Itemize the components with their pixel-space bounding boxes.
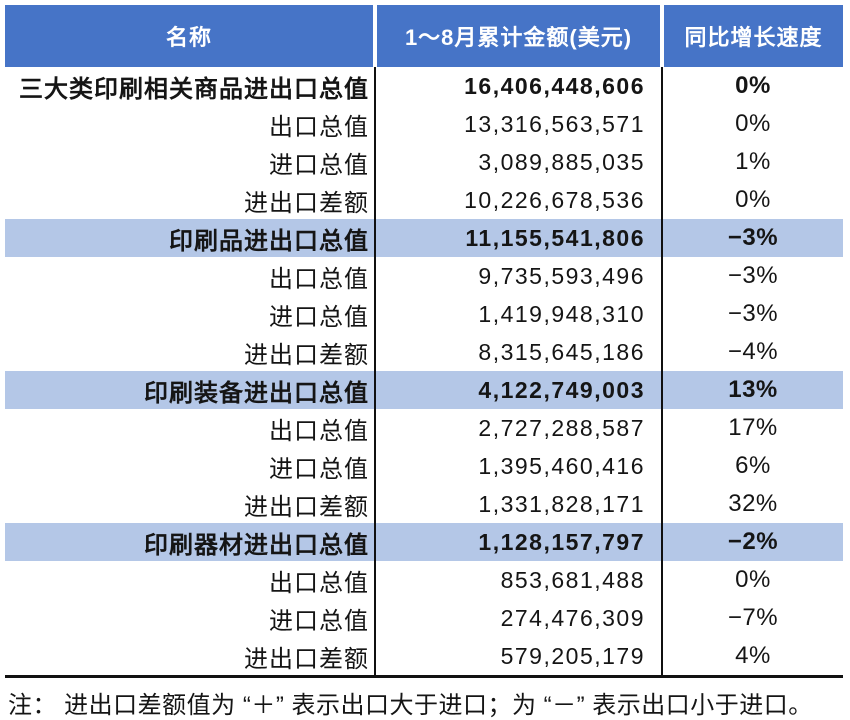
table-row: 出口总值 9,735,593,496 −3% xyxy=(5,257,843,295)
header-cell-amount: 1～8月累计金额(美元) xyxy=(373,5,662,67)
rate-cell: −4% xyxy=(727,338,779,365)
amount-cell: 11,155,541,806 xyxy=(374,219,663,257)
row-label-cell: 进出口差额 xyxy=(244,189,369,217)
table-row: 三大类印刷相关商品进出口总值 16,406,448,606 0% xyxy=(5,67,843,105)
rate-cell: 0% xyxy=(735,110,771,137)
rate-cell: 4% xyxy=(662,637,843,678)
rate-cell: 6% xyxy=(735,452,771,479)
table-row: 进出口差额 10,226,678,536 0% xyxy=(5,181,843,219)
rate-cell: −2% xyxy=(662,523,843,561)
rate-cell: 13% xyxy=(662,371,843,409)
table-row: 进口总值 1,419,948,310 −3% xyxy=(5,295,843,333)
table-body: 三大类印刷相关商品进出口总值 16,406,448,606 0% 出口总值 13,316… xyxy=(5,67,843,678)
amount-cell: 1,331,828,171 xyxy=(374,485,663,523)
table-row: 进口总值 1,395,460,416 6% xyxy=(5,447,843,485)
amount-cell: 1,395,460,416 xyxy=(374,447,663,485)
amount-cell: 274,476,309 xyxy=(374,599,663,637)
amount-cell: 3,089,885,035 xyxy=(374,143,663,181)
amount-cell: 2,727,288,587 xyxy=(374,409,663,447)
table-header: 名称 1～8月累计金额(美元) 同比增长速度 xyxy=(5,5,843,67)
table-row: 印刷装备进出口总值 4,122,749,003 13% xyxy=(5,371,843,409)
row-label-cell: 进口总值 xyxy=(269,607,369,635)
row-label-cell: 出口总值 xyxy=(269,417,369,445)
rate-cell: −3% xyxy=(662,219,843,257)
row-label-cell: 进出口差额 xyxy=(5,637,375,678)
table-row: 印刷器材进出口总值 1,128,157,797 −2% xyxy=(5,523,843,561)
rate-cell: −7% xyxy=(727,604,779,631)
amount-cell: 1,419,948,310 xyxy=(374,295,663,333)
amount-cell: 4,122,749,003 xyxy=(374,371,663,409)
rate-cell: 0% xyxy=(735,72,771,99)
row-label-cell: 出口总值 xyxy=(269,569,369,597)
table-row: 出口总值 2,727,288,587 17% xyxy=(5,409,843,447)
footnote: 注： 进出口差额值为 “＋” 表示出口大于进口；为 “－” 表示出口小于进口。 xyxy=(8,692,813,719)
row-label-cell: 进出口差额 xyxy=(244,341,369,369)
table-row: 进出口差额 1,331,828,171 32% xyxy=(5,485,843,523)
row-label-cell: 印刷装备进出口总值 xyxy=(5,371,375,409)
rate-cell: 0% xyxy=(735,186,771,213)
rate-cell: 32% xyxy=(728,490,778,517)
table-row: 进口总值 274,476,309 −7% xyxy=(5,599,843,637)
row-label-cell: 进口总值 xyxy=(269,303,369,331)
rate-cell: 17% xyxy=(728,414,778,441)
amount-cell: 8,315,645,186 xyxy=(374,333,663,371)
rate-cell: 0% xyxy=(735,566,771,593)
rate-cell: −3% xyxy=(727,300,779,327)
table-row: 进出口差额 8,315,645,186 −4% xyxy=(5,333,843,371)
amount-cell: 579,205,179 xyxy=(374,637,663,678)
row-label-cell: 出口总值 xyxy=(269,265,369,293)
header-cell-rate: 同比增长速度 xyxy=(660,5,843,67)
header-row: 名称 1～8月累计金额(美元) 同比增长速度 xyxy=(5,5,843,67)
amount-cell: 9,735,593,496 xyxy=(374,257,663,295)
amount-cell: 1,128,157,797 xyxy=(374,523,663,561)
header-cell-name: 名称 xyxy=(5,5,375,67)
row-label-cell: 印刷器材进出口总值 xyxy=(5,523,375,561)
row-label-cell: 进出口差额 xyxy=(244,493,369,521)
row-label-cell: 进口总值 xyxy=(269,151,369,179)
table-row: 出口总值 13,316,563,571 0% xyxy=(5,105,843,143)
trade-table: 名称 1～8月累计金额(美元) 同比增长速度 三大类印刷相关商品进出口总值 16,… xyxy=(5,5,843,678)
row-label-cell: 出口总值 xyxy=(269,113,369,141)
row-label-cell: 进口总值 xyxy=(269,455,369,483)
amount-cell: 853,681,488 xyxy=(374,561,663,599)
amount-cell: 10,226,678,536 xyxy=(374,181,663,219)
amount-cell: 13,316,563,571 xyxy=(374,105,663,143)
rate-cell: 1% xyxy=(735,148,771,175)
table-row: 印刷品进出口总值 11,155,541,806 −3% xyxy=(5,219,843,257)
rate-cell: −3% xyxy=(727,262,779,289)
row-label-cell: 印刷品进出口总值 xyxy=(5,219,375,257)
amount-cell: 16,406,448,606 xyxy=(374,67,663,105)
table-row: 出口总值 853,681,488 0% xyxy=(5,561,843,599)
row-label-cell: 三大类印刷相关商品进出口总值 xyxy=(19,75,369,103)
table-row: 进出口差额 579,205,179 4% xyxy=(5,637,843,678)
table-row: 进口总值 3,089,885,035 1% xyxy=(5,143,843,181)
